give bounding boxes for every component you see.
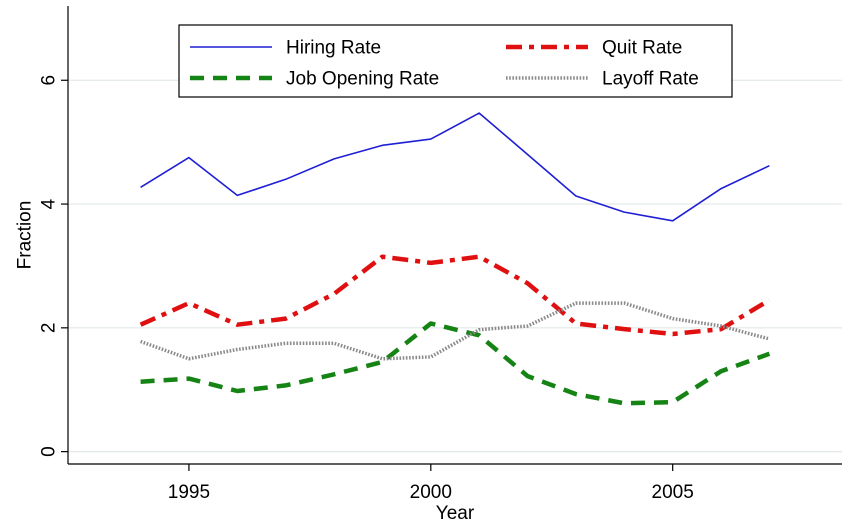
legend-label-hiring-rate: Hiring Rate [286,38,381,59]
legend-box [178,24,733,98]
y-tick-label: 4 [39,198,60,209]
series-lines [139,112,771,406]
x-axis-title: Year [436,503,475,524]
legend-label-layoff-rate: Layoff Rate [602,69,699,90]
gridlines [68,79,842,453]
series-line-job-opening-rate [140,321,771,406]
plot-frame [67,6,842,465]
legend-label-quit-rate: Quit Rate [602,38,682,59]
y-tick-label: 0 [39,446,60,457]
y-tick-label: 6 [39,75,60,86]
y-axis-title: Fraction [15,201,36,270]
x-tick-label: 2000 [410,482,452,503]
legend-label-job-opening-rate: Job Opening Rate [286,69,439,90]
series-line-quit-rate [139,254,771,337]
legend: Hiring Rate Quit Rate Job Opening Rate Layo… [178,24,733,98]
x-tick-label: 2005 [652,482,694,503]
series-line-layoff-rate [140,301,770,361]
y-tick-label: 2 [39,323,60,334]
series-line-hiring-rate [140,112,770,222]
y-axis-ticks: 0 2 4 6 [39,75,68,457]
x-axis-ticks: 1995 2000 2005 [168,464,694,503]
x-tick-label: 1995 [168,482,210,503]
